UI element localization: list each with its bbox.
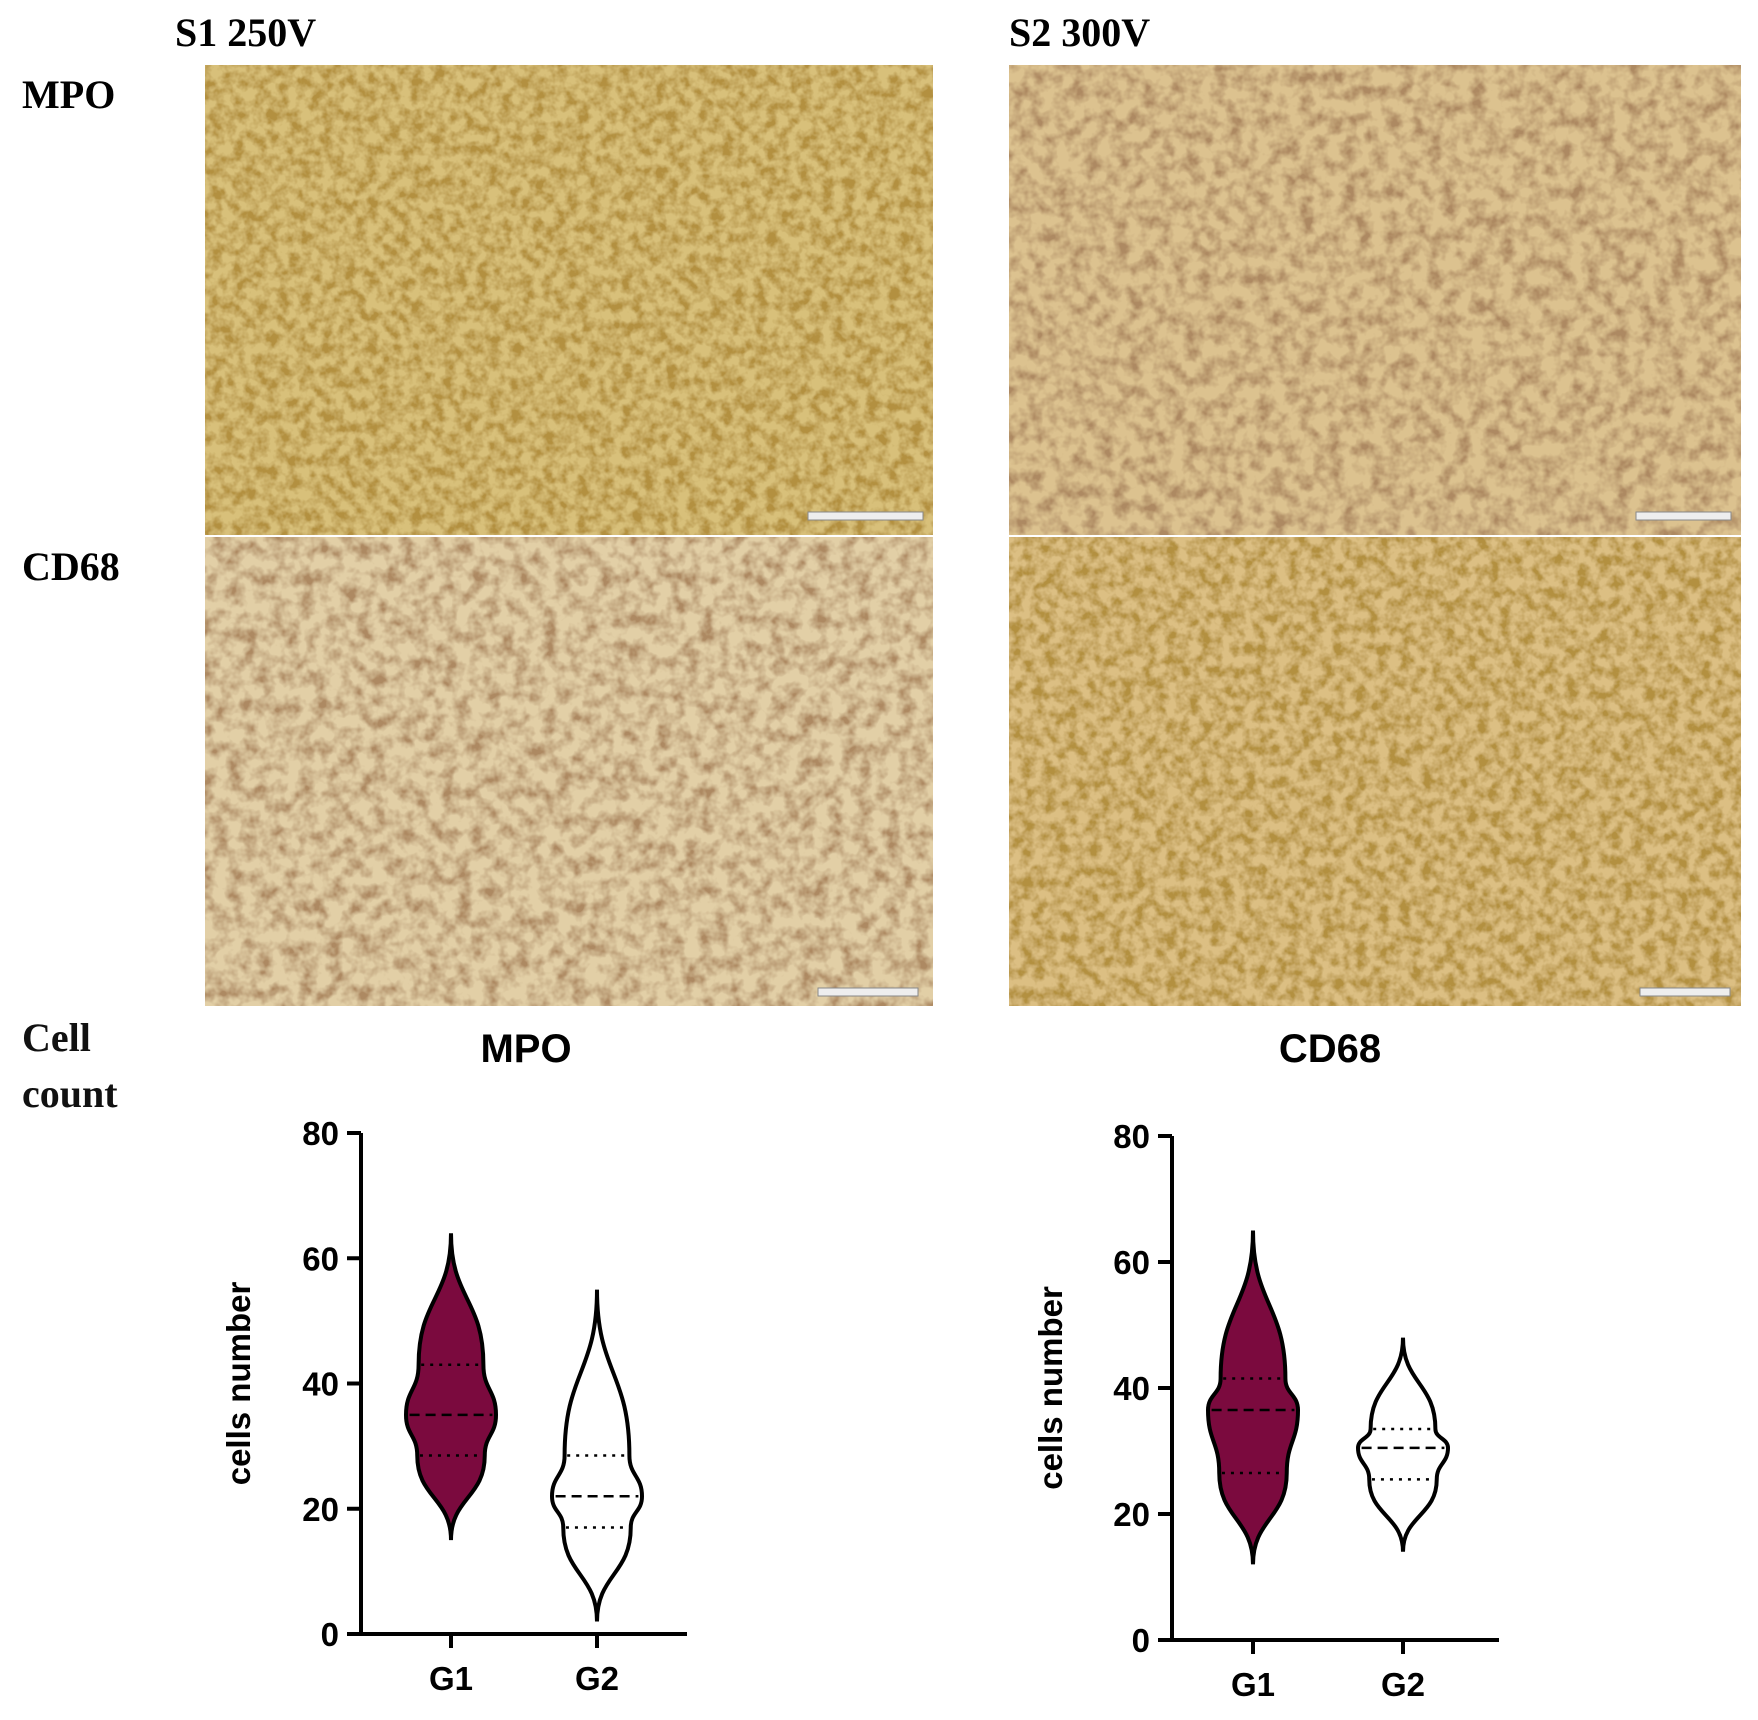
y-tick-label: 60 [1113, 1244, 1150, 1281]
y-axis-label: cells number [220, 1282, 257, 1486]
y-tick-label: 20 [302, 1491, 339, 1528]
y-tick-label: 80 [302, 1115, 339, 1152]
chart-title: MPO [480, 1027, 571, 1071]
scale-bar [807, 511, 924, 521]
micrograph [1009, 537, 1741, 1006]
y-tick-label: 80 [1113, 1118, 1150, 1155]
x-tick-label: G2 [575, 1660, 619, 1697]
y-tick-label: 40 [302, 1366, 339, 1403]
y-axis-label: cells number [1032, 1286, 1069, 1490]
y-tick-label: 20 [1113, 1496, 1150, 1533]
x-tick-label: G1 [429, 1660, 473, 1697]
x-tick-label: G2 [1381, 1666, 1425, 1703]
y-tick-label: 60 [302, 1240, 339, 1277]
scale-bar [1639, 987, 1731, 997]
y-tick-label: 40 [1113, 1370, 1150, 1407]
micrograph [205, 65, 933, 535]
row-label: MPO [22, 72, 115, 117]
micrograph [1009, 65, 1741, 535]
chart-title: CD68 [1279, 1027, 1381, 1071]
micrograph [205, 537, 933, 1006]
violin [1205, 1230, 1301, 1565]
scale-bar [1635, 511, 1732, 521]
column-label: S1 250V [175, 10, 316, 55]
y-tick-label: 0 [321, 1616, 339, 1653]
y-tick-label: 0 [1132, 1622, 1150, 1659]
violin [1355, 1337, 1451, 1552]
scale-bar [817, 987, 919, 997]
violin [403, 1233, 499, 1541]
column-label: S2 300V [1009, 10, 1150, 55]
row-label: CD68 [22, 544, 120, 589]
x-tick-label: G1 [1231, 1666, 1275, 1703]
row-label: Cell count [22, 1015, 118, 1116]
